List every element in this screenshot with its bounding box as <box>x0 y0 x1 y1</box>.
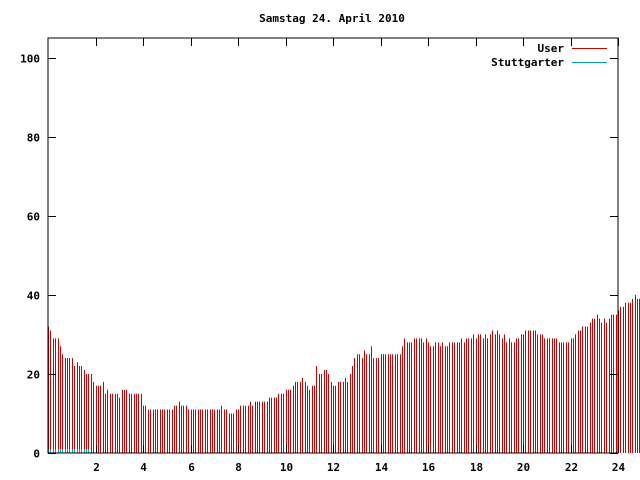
x-tick-label: 16 <box>422 461 436 474</box>
legend-label-user: User <box>538 42 565 55</box>
y-tick-label: 0 <box>33 448 40 461</box>
x-tick-label: 10 <box>280 461 293 474</box>
y-tick-label: 20 <box>27 369 40 382</box>
legend: User Stuttgarter <box>491 42 607 69</box>
x-tick-label: 6 <box>188 461 195 474</box>
y-tick-label: 40 <box>27 290 40 303</box>
y-tick-label: 100 <box>20 53 40 66</box>
x-tick-label: 4 <box>140 461 147 474</box>
y-tick-label: 80 <box>27 132 40 145</box>
x-tick-label: 20 <box>517 461 530 474</box>
x-axis-ticks: 2 4 6 8 10 12 14 16 18 20 22 24 <box>93 38 625 474</box>
y-axis-ticks: 0 20 40 60 80 100 <box>20 53 618 461</box>
x-tick-label: 18 <box>470 461 483 474</box>
legend-label-stuttgarter: Stuttgarter <box>491 56 564 69</box>
x-tick-label: 24 <box>612 461 626 474</box>
x-tick-label: 22 <box>565 461 578 474</box>
x-tick-label: 14 <box>375 461 389 474</box>
x-tick-label: 2 <box>93 461 100 474</box>
x-tick-label: 8 <box>235 461 242 474</box>
stuttgarter-series-bars <box>48 449 89 453</box>
chart-title: Samstag 24. April 2010 <box>259 12 405 25</box>
user-series-bars <box>48 294 640 453</box>
y-tick-label: 60 <box>27 211 40 224</box>
x-tick-label: 12 <box>327 461 340 474</box>
